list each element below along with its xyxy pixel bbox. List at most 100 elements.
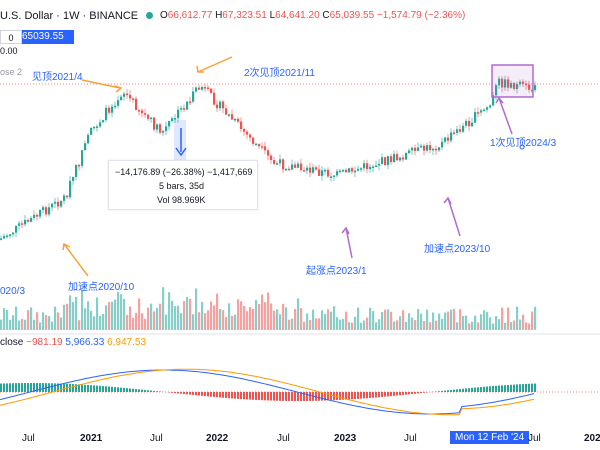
candle [165, 126, 168, 132]
volume-bar [15, 306, 18, 330]
macd-hist-bar [357, 392, 359, 399]
top-highlight-box[interactable] [491, 64, 534, 98]
macd-hist-bar [261, 392, 263, 401]
candle [225, 108, 228, 115]
volume-bar [465, 315, 468, 330]
macd-hist-bar [171, 392, 173, 393]
volume-bar [534, 306, 537, 330]
macd-hist-bar [33, 383, 35, 392]
volume-bar [249, 307, 252, 330]
candle [312, 167, 315, 173]
candle [525, 83, 528, 86]
macd-value3: 6,947.53 [107, 337, 147, 348]
candle [261, 146, 264, 148]
volume-bar [153, 311, 156, 330]
candle [162, 131, 165, 133]
macd-hist-bar [441, 390, 443, 392]
macd-hist-bar [111, 386, 113, 392]
candle [0, 238, 3, 240]
volume-bar [195, 288, 198, 330]
price-chart[interactable] [0, 0, 600, 430]
volume-bar [288, 319, 291, 330]
candle [129, 94, 132, 99]
macd-hist-bar [270, 392, 272, 401]
candle [198, 87, 201, 90]
candle [174, 118, 177, 120]
price-tag[interactable]: 0 65039.55 [0, 30, 74, 44]
symbol-title[interactable]: U.S. Dollar · 1W · BINANCE [0, 10, 139, 22]
macd-hist-bar [3, 383, 5, 392]
macd-hist-bar [75, 384, 77, 392]
macd-hist-bar [324, 392, 326, 401]
macd-hist-bar [231, 392, 233, 399]
volume-bar [141, 313, 144, 330]
macd-hist-bar [381, 392, 383, 397]
volume-bar [489, 317, 492, 330]
volume-bar [297, 298, 300, 330]
macd-hist-bar [18, 383, 20, 392]
candle [393, 154, 396, 163]
tooltip-line3: Vol 98.969K [157, 195, 206, 205]
candle [120, 96, 123, 101]
candle [24, 219, 27, 225]
volume-bar [309, 319, 312, 330]
volume-bar [126, 314, 129, 330]
volume-bar [237, 299, 240, 330]
candle [372, 166, 375, 169]
candle [114, 105, 117, 108]
macd-hist-bar [483, 386, 485, 392]
macd-hist-bar [507, 384, 509, 392]
macd-hist-bar [204, 392, 206, 397]
macd-hist-bar [282, 392, 284, 401]
macd-hist-bar [423, 392, 425, 393]
candle [192, 91, 195, 102]
volume-bar [261, 294, 264, 330]
volume-bar [282, 303, 285, 330]
macd-hist-bar [123, 387, 125, 392]
macd-hist-bar [318, 392, 320, 401]
volume-bar [90, 310, 93, 330]
candle [33, 214, 36, 218]
high-value: 67,323.51 [222, 10, 267, 21]
candle [12, 232, 15, 235]
macd-hist-bar [369, 392, 371, 398]
candle [324, 169, 327, 172]
macd-hist-bar [348, 392, 350, 400]
volume-bar [393, 321, 396, 330]
candle [195, 87, 198, 92]
volume-bar [258, 303, 261, 330]
candle [90, 127, 93, 135]
macd-hist-bar [501, 385, 503, 392]
candle [498, 78, 501, 86]
volume-bar [345, 311, 348, 330]
macd-hist-bar [330, 392, 332, 401]
candle [408, 150, 411, 154]
time-axis[interactable]: Jul 2021 Jul 2022 Jul 2023 Jul Mon 12 Fe… [0, 430, 600, 450]
candle [222, 101, 225, 109]
macd-hist-bar [255, 392, 257, 400]
volume-bar [384, 309, 387, 330]
candle [387, 156, 390, 165]
candle [75, 164, 78, 178]
macd-hist-bar [174, 392, 176, 394]
macd-hist-bar [444, 390, 446, 392]
candle [444, 137, 447, 142]
candle [153, 117, 156, 130]
candle [441, 141, 444, 148]
volume-bar [177, 305, 180, 330]
volume-bar [468, 323, 471, 330]
macd-hist-bar [351, 392, 353, 400]
low-label: L [269, 10, 276, 21]
candle [231, 114, 234, 120]
volume-bar [216, 293, 219, 330]
candle [435, 148, 438, 151]
high-label: H [215, 10, 223, 21]
purple-arrows [341, 96, 513, 259]
macd-hist-bar [234, 392, 236, 399]
macd-hist-bar [303, 392, 305, 401]
volume-bar [303, 321, 306, 330]
volume-bar [9, 319, 12, 330]
volume-bar [417, 309, 420, 330]
candle [126, 93, 129, 96]
volume-bar [72, 302, 75, 330]
